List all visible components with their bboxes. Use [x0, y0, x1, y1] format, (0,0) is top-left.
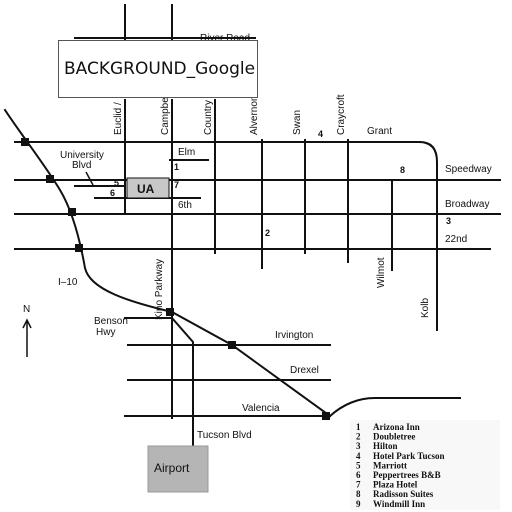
legend-background	[350, 420, 500, 510]
interchange-kino	[166, 308, 174, 316]
airport-label: Airport	[154, 461, 190, 475]
valencia-label: Valencia	[242, 403, 280, 414]
legend-number: 6	[356, 470, 361, 480]
legend-hotel-name: Hotel Park Tucson	[373, 451, 445, 461]
sixth-label: 6th	[178, 200, 192, 211]
hotel-marker-3[interactable]: 3	[446, 216, 451, 226]
hotel-marker-2[interactable]: 2	[265, 228, 270, 238]
legend-hotel-name: Hilton	[373, 441, 398, 451]
hotel-marker-8[interactable]: 8	[400, 165, 405, 175]
euclid-label: Euclid /	[113, 102, 124, 135]
legend-hotel-name: Windmill Inn	[373, 499, 425, 509]
river-road-label: River Road	[200, 33, 250, 44]
benson-hwy-label-2: Hwy	[96, 327, 115, 338]
elm-label: Elm	[178, 147, 195, 158]
hotel-marker-7[interactable]: 7	[174, 180, 179, 190]
kino-parkway-label: Kino Parkway	[154, 259, 165, 320]
ua-label: UA	[137, 182, 155, 196]
legend-number: 2	[356, 432, 361, 442]
interchange-irvington	[228, 341, 236, 349]
legend-hotel-name: Radisson Suites	[373, 489, 434, 499]
campbell-label: Campbell	[160, 93, 171, 135]
drexel-label: Drexel	[290, 365, 319, 376]
legend-number: 1	[356, 422, 361, 432]
grant-to-speedway-curve	[418, 140, 438, 331]
i10-label: I–10	[58, 277, 78, 288]
speedway-label: Speedway	[445, 164, 492, 175]
legend-number: 8	[356, 489, 361, 499]
hotel-marker-5[interactable]: 5	[114, 178, 119, 188]
legend-number: 3	[356, 441, 361, 451]
hotel-marker-4[interactable]: 4	[318, 129, 323, 139]
airport-box[interactable]	[147, 445, 209, 493]
legend-number: 7	[356, 480, 361, 490]
legend-hotel-name: Peppertrees B&B	[373, 470, 441, 480]
legend-hotel-name: Arizona Inn	[373, 422, 420, 432]
interchange-speedway	[46, 175, 54, 183]
benson-hwy-label-1: Benson	[94, 316, 128, 327]
interchange-grant	[21, 138, 29, 146]
hotel-marker-6[interactable]: 6	[110, 188, 115, 198]
irvington-label: Irvington	[275, 330, 313, 341]
hotel-marker-1[interactable]: 1	[174, 162, 179, 172]
wilmot-label: Wilmot	[376, 257, 387, 288]
alvernon-label: Alvernon	[249, 96, 260, 135]
legend-hotel-name: Plaza Hotel	[373, 480, 418, 490]
i10-freeway-line	[3, 108, 332, 418]
broadway-label: Broadway	[445, 199, 489, 210]
twenty-second-label: 22nd	[445, 234, 467, 245]
grant-label: Grant	[367, 126, 392, 137]
university-blvd-label-1: University	[60, 150, 104, 161]
benson-hwy-line	[124, 317, 194, 441]
interchange-broadway	[68, 208, 76, 216]
tucson-blvd-label: Tucson Blvd	[197, 430, 252, 441]
background-google-label: BACKGROUND_Google	[58, 40, 258, 98]
compass-north-label: N	[23, 304, 30, 315]
country-club-label: Country	[203, 100, 214, 135]
swan-label: Swan	[292, 110, 303, 135]
craycroft-label: Craycroft	[336, 94, 347, 135]
university-pointer	[85, 171, 94, 186]
legend-number: 9	[356, 499, 361, 509]
legend-hotel-name: Marriott	[373, 460, 407, 470]
hotel-legend: 1 Arizona Inn 2 Doubletree 3 Hilton 4 Hotel Par…	[350, 420, 500, 510]
north-arrow-icon	[22, 318, 32, 357]
university-blvd-label-2: Blvd	[72, 160, 91, 171]
interchange-22nd	[75, 244, 83, 252]
interchange-valencia	[322, 412, 330, 420]
kolb-label: Kolb	[420, 298, 431, 318]
legend-number: 4	[356, 451, 361, 461]
valencia-east-curve	[328, 397, 461, 418]
legend-hotel-name: Doubletree	[373, 432, 415, 442]
legend-number: 5	[356, 460, 361, 470]
ua-campus-box	[126, 177, 170, 199]
